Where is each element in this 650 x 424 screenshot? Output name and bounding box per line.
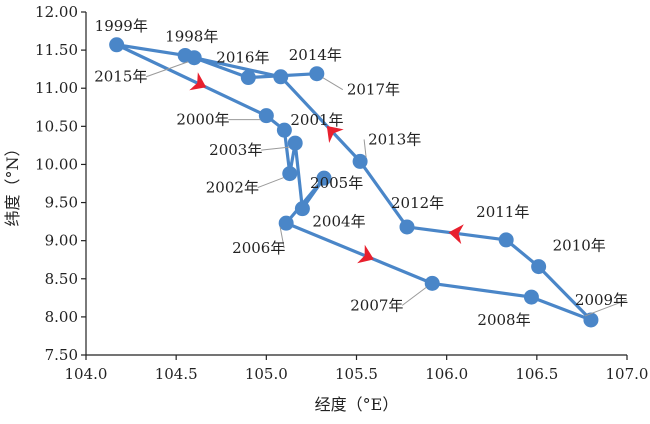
y-tick-label: 9.00 [45,232,78,250]
label-leader [401,286,427,306]
point-label: 2011年 [476,203,529,221]
point-label: 2002年 [206,179,259,197]
point-label: 2017年 [347,81,400,99]
x-tick-label: 106.5 [515,365,558,383]
data-point [177,47,193,63]
data-point [278,215,294,231]
data-point [352,153,368,169]
data-point [498,232,514,248]
data-point [240,70,256,86]
point-label: 2006年 [232,239,285,257]
data-point [273,69,289,85]
data-point [309,66,325,82]
point-label: 2007年 [350,296,403,314]
point-label: 2003年 [209,141,262,159]
point-label: 2012年 [391,194,444,212]
y-tick-label: 10.00 [35,155,78,173]
point-label: 1999年 [95,17,148,35]
data-point [531,259,547,275]
x-tick-label: 104.5 [155,365,198,383]
label-leader [363,139,367,158]
y-tick-label: 8.50 [45,270,78,288]
arrow-chevron [189,72,207,91]
x-tick-label: 106.0 [425,365,468,383]
x-tick-label: 105.0 [245,365,288,383]
point-label: 2008年 [477,311,530,329]
direction-arrow [448,224,464,245]
label-leader [322,77,344,91]
label-leader [146,61,189,78]
x-tick-label: 107.0 [606,365,649,383]
label-leader [279,227,285,249]
y-tick-label: 10.50 [35,117,78,135]
point-label: 1998年 [165,27,218,45]
point-label: 2010年 [553,237,606,255]
data-point [523,289,539,305]
label-leader [584,299,628,317]
data-point [316,170,332,186]
data-point [424,275,440,291]
point-label: 2016年 [216,49,269,67]
point-label: 2001年 [290,111,343,129]
y-axis-title: 纬度（°N） [3,140,22,226]
data-point [583,312,599,328]
arrow-chevron [448,224,464,245]
point-label: 2000年 [176,111,229,129]
data-point [276,122,292,138]
point-label: 2009年 [575,291,628,309]
arrow-chevron [357,244,374,264]
data-point [399,219,415,235]
point-labels: 1999年 2000年 2001年 2002年 2003年 2004年 2005年 2006年… [94,17,628,329]
y-tick-label: 12.00 [35,3,78,21]
direction-arrow [189,72,207,91]
point-label: 2004年 [312,213,365,231]
direction-arrows [189,72,464,264]
direction-arrow [326,125,344,144]
y-tick-label: 7.50 [45,346,78,364]
x-tick-label: 104.0 [65,365,108,383]
x-axis-title: 经度（°E） [315,395,399,414]
label-leader [257,177,284,189]
data-point [109,37,125,53]
y-tick-label: 11.00 [35,79,78,97]
point-label: 2014年 [289,46,342,64]
y-tick-label: 11.50 [35,41,78,59]
point-label: 2005年 [310,174,363,192]
point-label: 2013年 [368,130,421,148]
x-tick-label: 105.5 [335,365,378,383]
data-point [282,166,298,182]
data-point [287,135,303,151]
direction-arrow [357,244,374,264]
data-point [258,108,274,124]
axes: 7.50 8.00 8.50 9.00 9.50 10.00 10.50 11.00 11.50… [35,3,648,383]
data-point [294,201,310,217]
data-points [109,37,599,328]
y-tick-label: 9.50 [45,194,78,212]
arrow-chevron [326,125,344,144]
point-label: 2015年 [94,68,147,86]
y-tick-label: 8.00 [45,308,78,326]
label-leader [261,146,290,151]
